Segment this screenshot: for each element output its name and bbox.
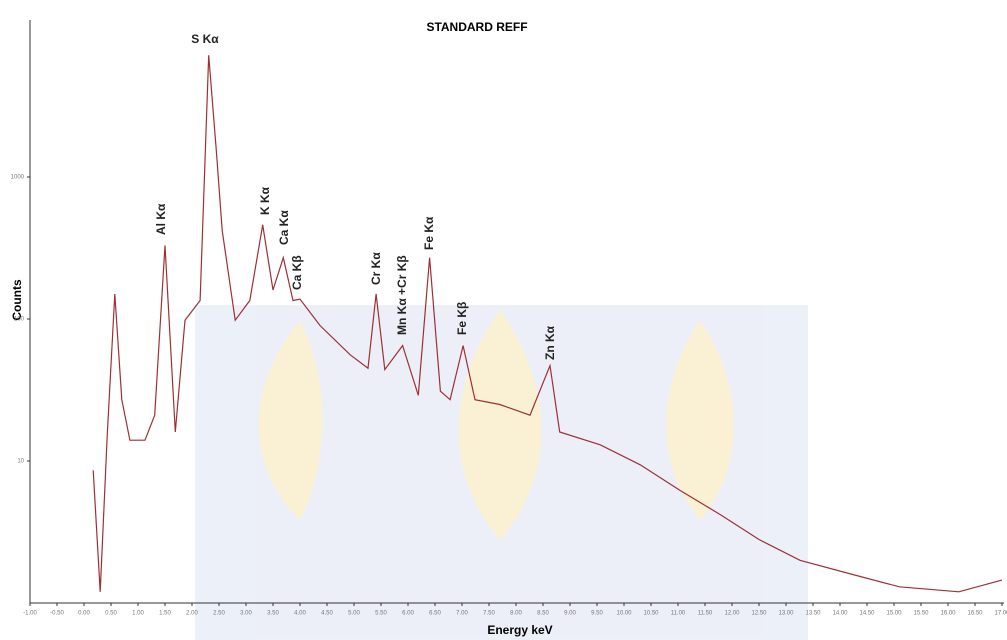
x-tick-label: 1.50 (159, 611, 171, 617)
x-tick-label: 12.00 (724, 611, 740, 617)
x-tick-label: 6.00 (402, 611, 414, 617)
watermark-leaf (458, 310, 542, 540)
x-tick-label: 5.00 (348, 611, 360, 617)
x-tick-label: 10.00 (616, 611, 632, 617)
x-tick-label: -1.00 (23, 611, 37, 617)
x-tick-label: 4.00 (294, 611, 306, 617)
x-tick-label: 6.50 (429, 611, 441, 617)
peak-annotation: K Kα (258, 186, 272, 215)
peak-annotation: Al Kα (154, 203, 168, 235)
peak-annotation: Cr Kα (369, 252, 383, 285)
x-tick-label: 15.50 (913, 611, 929, 617)
peak-annotation: Fe Kβ (455, 302, 469, 335)
x-tick-label: 4.50 (321, 611, 333, 617)
x-tick-label: 11.00 (671, 611, 686, 617)
x-tick-label: 14.50 (859, 611, 875, 617)
x-tick-label: 3.50 (267, 611, 279, 617)
peak-annotation: Ca Kβ (290, 255, 304, 290)
peak-annotation: Mn Kα +Cr Kβ (395, 255, 409, 335)
x-tick-label: 12.50 (751, 611, 767, 617)
x-tick-label: 2.50 (213, 611, 225, 617)
watermark-panel (195, 305, 808, 640)
y-axis-label: Counts (10, 279, 24, 321)
x-tick-label: 0.50 (105, 611, 117, 617)
x-tick-label: 0.00 (78, 611, 90, 617)
x-tick-label: 7.00 (456, 611, 468, 617)
x-tick-label: 16.00 (940, 611, 956, 617)
x-tick-label: 14.00 (832, 611, 848, 617)
x-tick-label: 15.00 (886, 611, 902, 617)
y-tick-label: 100 (14, 317, 25, 323)
x-tick-label: 7.50 (483, 611, 495, 617)
x-tick-label: 9.50 (591, 611, 603, 617)
peak-annotation: Zn Kα (543, 325, 557, 360)
x-tick-label: 8.00 (510, 611, 522, 617)
watermark (195, 305, 808, 640)
watermark-leaf (666, 320, 734, 520)
x-tick-label: 10.50 (643, 611, 659, 617)
x-tick-label: 9.00 (564, 611, 576, 617)
x-tick-label: 11.50 (698, 611, 713, 617)
peak-annotation: Fe Kα (422, 216, 436, 250)
watermark-leaf (258, 320, 323, 520)
x-tick-label: 8.50 (537, 611, 549, 617)
chart-title: STANDARD REFF (426, 20, 527, 34)
x-tick-label: 5.50 (375, 611, 387, 617)
x-tick-label: -0.50 (50, 611, 64, 617)
x-tick-label: 2.00 (186, 611, 198, 617)
y-tick-label: 1000 (11, 175, 25, 181)
x-tick-label: 16.50 (967, 611, 983, 617)
spectrum-line (92, 55, 1003, 593)
y-tick-label: 10 (17, 459, 24, 465)
x-tick-label: 17.00 (994, 611, 1007, 617)
x-axis-label: Energy keV (487, 623, 552, 637)
x-tick-label: 1.00 (132, 611, 144, 617)
x-tick-label: 13.00 (778, 611, 794, 617)
peak-annotation: S Kα (191, 32, 219, 46)
peak-annotation: Ca Kα (277, 210, 291, 245)
x-tick-label: 13.50 (805, 611, 821, 617)
x-tick-label: 3.00 (240, 611, 252, 617)
